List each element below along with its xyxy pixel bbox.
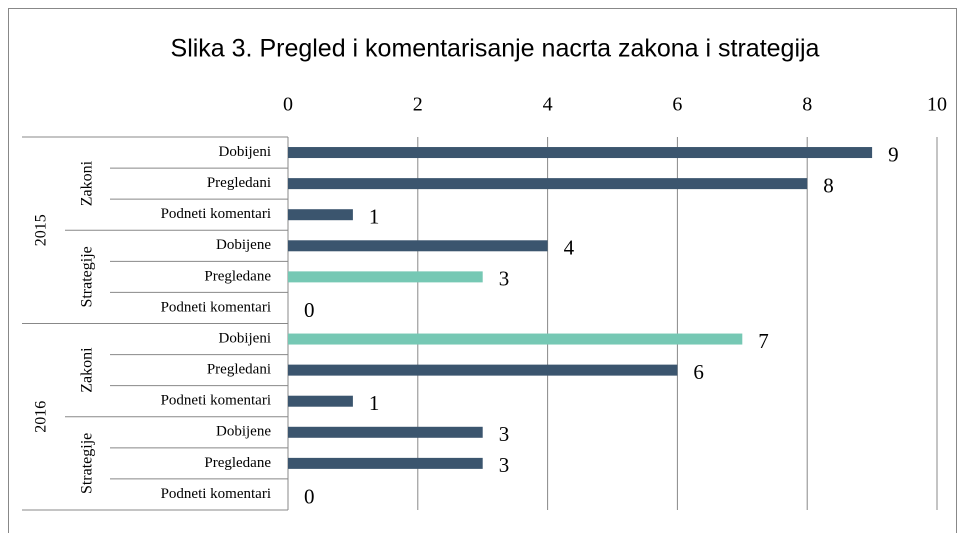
- category-label: Dobijene: [216, 237, 271, 253]
- bar: [288, 395, 353, 407]
- data-label: 1: [369, 205, 380, 229]
- x-tick-label: 4: [543, 94, 553, 116]
- data-label: 7: [758, 329, 769, 353]
- data-label: 0: [304, 298, 315, 322]
- group-label: Strategije: [79, 433, 96, 494]
- x-tick-label: 2: [413, 94, 423, 116]
- year-label: 2016: [33, 401, 50, 433]
- x-tick-label: 10: [927, 94, 947, 116]
- chart-frame: [8, 8, 957, 533]
- bar: [288, 426, 483, 438]
- category-label: Pregledane: [204, 268, 271, 284]
- category-label: Podneti komentari: [161, 206, 271, 222]
- group-label: Strategije: [79, 246, 96, 307]
- x-tick-label: 0: [283, 94, 293, 116]
- category-label: Pregledani: [207, 362, 271, 378]
- category-label: Dobijeni: [219, 330, 272, 346]
- data-label: 0: [304, 484, 315, 508]
- data-label: 9: [888, 142, 899, 166]
- bar: [288, 364, 678, 376]
- category-label: Dobijeni: [219, 144, 272, 160]
- x-tick-label: 8: [802, 94, 812, 116]
- category-label: Podneti komentari: [161, 393, 271, 409]
- bar: [288, 333, 743, 345]
- category-label: Podneti komentari: [161, 486, 271, 502]
- group-label: Zakoni: [79, 160, 96, 206]
- year-label: 2015: [33, 214, 50, 246]
- data-label: 1: [369, 391, 380, 415]
- category-label: Podneti komentari: [161, 299, 271, 315]
- category-label: Dobijene: [216, 424, 271, 440]
- bar: [288, 209, 353, 221]
- group-label: Zakoni: [79, 347, 96, 393]
- data-label: 3: [499, 267, 510, 291]
- x-tick-label: 6: [672, 94, 682, 116]
- bar: [288, 240, 548, 252]
- category-label: Pregledane: [204, 455, 271, 471]
- data-label: 6: [693, 360, 704, 384]
- bar: [288, 271, 483, 283]
- data-label: 3: [499, 453, 510, 477]
- bar: [288, 147, 873, 159]
- data-label: 8: [823, 173, 834, 197]
- bar: [288, 178, 808, 190]
- category-label: Pregledani: [207, 175, 271, 191]
- chart-title: Slika 3. Pregled i komentarisanje nacrta…: [171, 35, 820, 63]
- data-label: 4: [564, 236, 575, 260]
- data-label: 3: [499, 422, 510, 446]
- bar: [288, 457, 483, 469]
